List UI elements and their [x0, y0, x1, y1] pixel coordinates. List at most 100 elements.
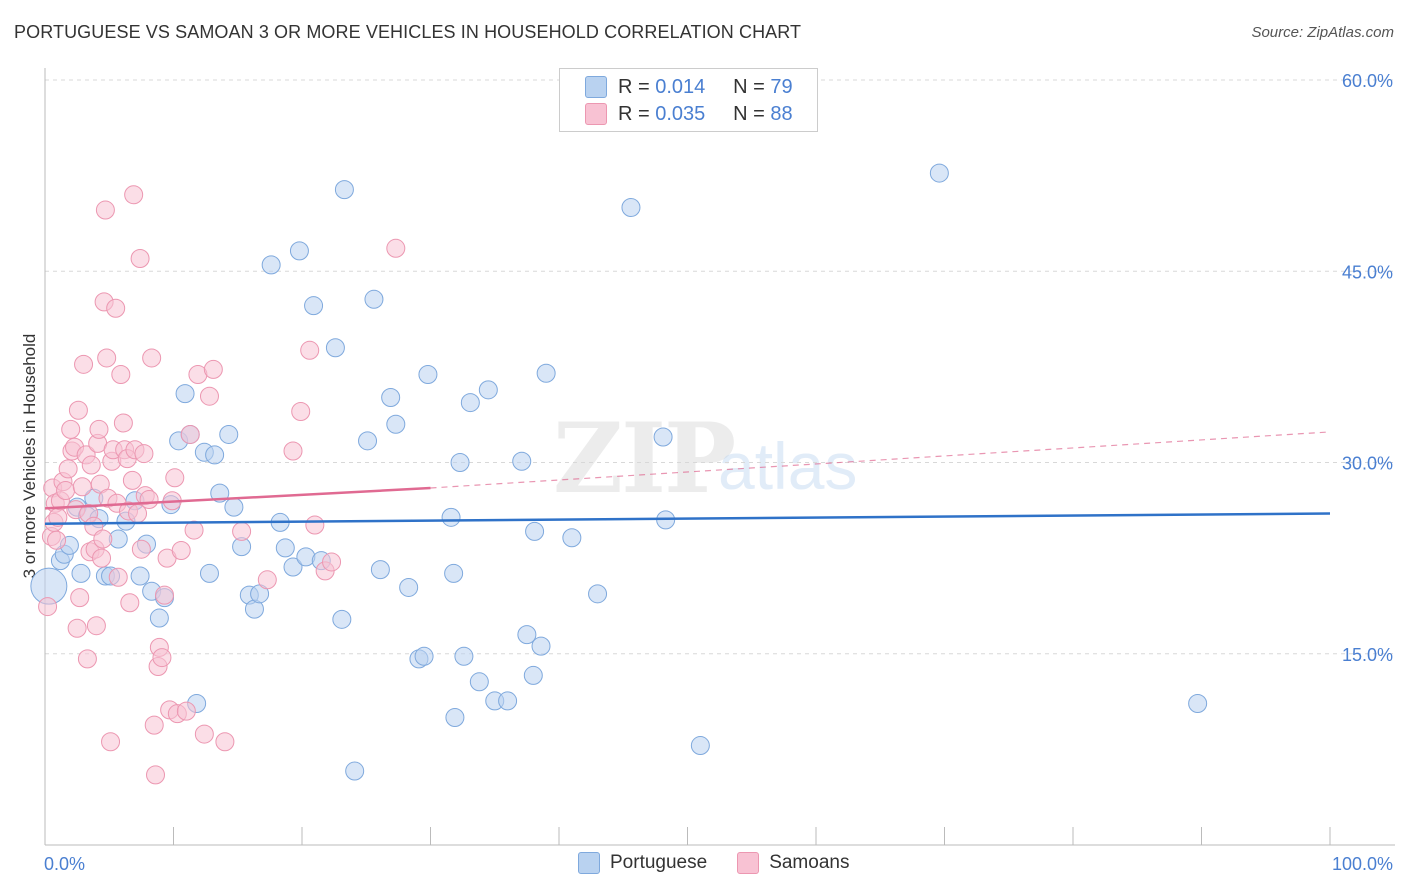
- portuguese-point: [460, 393, 480, 413]
- samoan-point: [38, 597, 58, 617]
- n-value: 79: [770, 75, 793, 98]
- legend-item-portuguese[interactable]: Portuguese: [578, 852, 707, 874]
- samoan-point: [199, 386, 219, 406]
- n-label: N =: [733, 75, 765, 98]
- samoan-point: [108, 567, 128, 587]
- portuguese-point: [523, 665, 543, 685]
- portuguese-point: [445, 708, 465, 727]
- portuguese-point: [525, 521, 545, 541]
- samoans-legend-label: Samoans: [769, 852, 850, 873]
- samoan-point: [106, 298, 126, 318]
- portuguese-point: [199, 563, 219, 583]
- samoan-point: [81, 455, 101, 475]
- samoan-point: [215, 732, 235, 752]
- samoan-point: [113, 413, 133, 433]
- portuguese-point: [130, 566, 150, 586]
- portuguese-point: [478, 380, 498, 400]
- samoan-point: [61, 419, 81, 439]
- portuguese-point: [469, 672, 489, 692]
- samoan-point: [70, 588, 90, 608]
- portuguese-point: [454, 646, 474, 666]
- portuguese-point: [536, 363, 556, 383]
- portuguese-point: [512, 451, 532, 471]
- portuguese-legend-label: Portuguese: [610, 852, 708, 873]
- samoan-point: [120, 593, 140, 613]
- portuguese-swatch: [585, 76, 607, 98]
- source-label: Source: ZipAtlas.com: [1251, 24, 1394, 41]
- samoan-point: [111, 365, 131, 385]
- samoan-trend-line: [44, 486, 431, 510]
- r-value: 0.014: [655, 75, 706, 98]
- portuguese-legend-swatch: [578, 852, 600, 874]
- portuguese-point: [289, 241, 309, 261]
- portuguese-point: [653, 427, 673, 447]
- portuguese-point: [210, 483, 230, 503]
- portuguese-point: [283, 557, 303, 577]
- samoan-point: [291, 402, 311, 421]
- portuguese-point: [370, 560, 390, 580]
- portuguese-point: [261, 255, 281, 275]
- portuguese-point: [588, 584, 608, 604]
- samoan-point: [322, 552, 342, 572]
- y-tick-label: 60.0%: [1342, 71, 1393, 91]
- samoan-point: [176, 701, 196, 721]
- x-tick-label: 0.0%: [44, 854, 85, 874]
- portuguese-point: [414, 646, 434, 666]
- n-value: 88: [770, 102, 793, 125]
- n-label: N =: [733, 102, 765, 125]
- samoan-point: [93, 529, 113, 549]
- portuguese-point: [498, 691, 518, 711]
- portuguese-point: [418, 365, 438, 385]
- portuguese-point: [175, 384, 195, 404]
- portuguese-point: [386, 414, 406, 434]
- portuguese-point: [929, 163, 949, 183]
- samoan-point: [139, 489, 159, 509]
- samoan-point: [184, 520, 204, 540]
- samoans-legend-swatch: [737, 852, 760, 874]
- y-tick-label: 15.0%: [1342, 645, 1393, 665]
- samoan-point: [101, 732, 121, 752]
- samoans-swatch: [585, 103, 607, 125]
- samoan-trend-extension: [430, 431, 1331, 489]
- legend-item-samoans[interactable]: Samoans: [737, 852, 849, 874]
- portuguese-point: [224, 497, 244, 517]
- samoan-point: [67, 618, 87, 638]
- watermark-zip: ZIP: [553, 402, 736, 515]
- r-label: R =: [618, 102, 650, 125]
- samoan-point: [74, 354, 94, 374]
- samoan-point: [58, 459, 78, 479]
- portuguese-point: [444, 563, 464, 583]
- portuguese-point: [358, 431, 378, 451]
- samoan-point: [72, 477, 92, 497]
- samoan-point: [180, 424, 200, 444]
- portuguese-point: [690, 736, 710, 756]
- portuguese-point: [621, 198, 641, 217]
- portuguese-point: [450, 453, 470, 472]
- portuguese-point: [441, 507, 461, 527]
- portuguese-point: [345, 761, 365, 781]
- portuguese-point: [304, 296, 324, 316]
- samoan-point: [146, 765, 166, 785]
- samoan-point: [131, 539, 151, 559]
- y-tick-label: 45.0%: [1342, 262, 1393, 282]
- samoan-point: [305, 515, 325, 535]
- samoan-point: [257, 570, 277, 590]
- samoan-point: [300, 340, 320, 360]
- portuguese-point: [562, 528, 582, 548]
- portuguese-point: [531, 636, 551, 656]
- samoan-point: [386, 238, 406, 258]
- chart-title: PORTUGUESE VS SAMOAN 3 OR MORE VEHICLES …: [14, 22, 802, 42]
- samoan-point: [130, 249, 150, 268]
- y-tick-label: 30.0%: [1342, 454, 1393, 474]
- samoan-point: [68, 400, 88, 420]
- samoan-point: [232, 521, 252, 541]
- samoan-point: [56, 481, 76, 501]
- portuguese-point: [381, 387, 401, 407]
- samoan-point: [155, 585, 175, 605]
- samoan-point: [86, 616, 106, 636]
- x-tick-label: 100.0%: [1332, 854, 1393, 874]
- portuguese-point: [517, 625, 537, 645]
- samoan-point: [283, 441, 303, 461]
- samoan-point: [97, 348, 117, 368]
